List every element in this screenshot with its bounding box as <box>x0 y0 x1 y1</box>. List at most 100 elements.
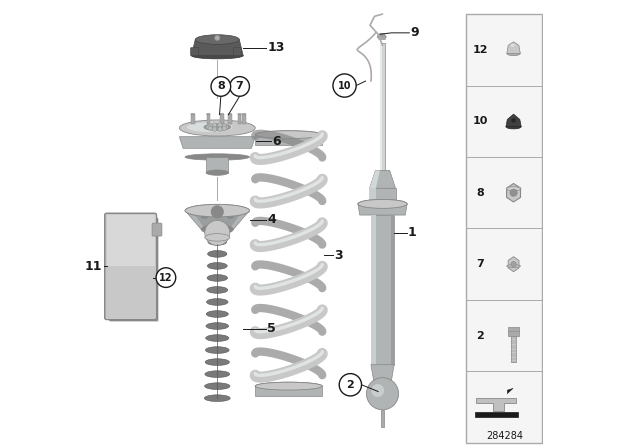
Ellipse shape <box>188 211 195 214</box>
FancyBboxPatch shape <box>191 47 198 56</box>
Ellipse shape <box>220 113 223 115</box>
Polygon shape <box>255 135 322 145</box>
Polygon shape <box>179 137 255 148</box>
Circle shape <box>230 77 250 96</box>
Circle shape <box>367 378 399 410</box>
Circle shape <box>206 125 211 129</box>
Ellipse shape <box>511 44 515 47</box>
Ellipse shape <box>207 275 227 281</box>
Ellipse shape <box>205 371 230 378</box>
Polygon shape <box>155 215 158 321</box>
Ellipse shape <box>205 359 229 366</box>
Text: 2: 2 <box>476 331 484 340</box>
Ellipse shape <box>179 120 255 136</box>
Polygon shape <box>106 318 158 321</box>
Ellipse shape <box>507 265 520 267</box>
Polygon shape <box>358 204 407 215</box>
Circle shape <box>511 118 516 123</box>
Text: 1: 1 <box>408 226 417 239</box>
Ellipse shape <box>228 113 232 115</box>
Polygon shape <box>476 398 516 411</box>
Circle shape <box>224 125 228 129</box>
FancyBboxPatch shape <box>371 215 376 365</box>
Polygon shape <box>185 211 250 229</box>
Ellipse shape <box>238 113 241 115</box>
Ellipse shape <box>227 215 234 219</box>
Ellipse shape <box>185 154 250 160</box>
Ellipse shape <box>255 131 322 138</box>
Text: 284284: 284284 <box>486 431 523 441</box>
Ellipse shape <box>358 199 407 208</box>
Ellipse shape <box>205 234 230 241</box>
Wedge shape <box>377 33 386 38</box>
Circle shape <box>208 126 212 131</box>
Polygon shape <box>378 36 386 39</box>
Ellipse shape <box>207 113 210 115</box>
Polygon shape <box>508 388 513 394</box>
Text: 4: 4 <box>268 213 276 226</box>
Ellipse shape <box>205 335 229 341</box>
Ellipse shape <box>255 131 322 138</box>
FancyBboxPatch shape <box>238 114 241 124</box>
Ellipse shape <box>204 395 230 401</box>
Ellipse shape <box>185 204 250 217</box>
Ellipse shape <box>204 124 230 130</box>
Circle shape <box>212 127 217 131</box>
Circle shape <box>208 124 212 128</box>
Ellipse shape <box>239 211 246 214</box>
Circle shape <box>211 77 230 96</box>
Ellipse shape <box>255 382 322 390</box>
FancyBboxPatch shape <box>380 43 381 170</box>
Ellipse shape <box>206 170 228 175</box>
Ellipse shape <box>201 215 208 219</box>
Circle shape <box>371 384 384 397</box>
Ellipse shape <box>243 113 246 115</box>
Circle shape <box>205 220 230 246</box>
Ellipse shape <box>195 35 239 44</box>
Circle shape <box>222 124 227 128</box>
Ellipse shape <box>207 299 228 306</box>
Ellipse shape <box>187 122 232 132</box>
Text: 2: 2 <box>346 380 355 390</box>
FancyBboxPatch shape <box>508 327 519 336</box>
Ellipse shape <box>208 238 227 245</box>
Text: 12: 12 <box>159 272 173 283</box>
Text: 7: 7 <box>476 259 484 269</box>
Polygon shape <box>193 212 241 227</box>
Text: 12: 12 <box>472 45 488 55</box>
Text: 3: 3 <box>334 249 343 262</box>
Text: 11: 11 <box>84 260 102 273</box>
FancyBboxPatch shape <box>234 47 241 56</box>
Ellipse shape <box>205 347 229 353</box>
Ellipse shape <box>506 125 521 129</box>
Ellipse shape <box>207 287 228 293</box>
Text: 8: 8 <box>476 188 484 198</box>
Text: 9: 9 <box>410 26 419 39</box>
Circle shape <box>156 268 176 288</box>
Ellipse shape <box>358 199 407 208</box>
FancyBboxPatch shape <box>207 114 210 124</box>
Ellipse shape <box>206 323 228 329</box>
Ellipse shape <box>207 250 227 257</box>
FancyBboxPatch shape <box>220 114 223 124</box>
Polygon shape <box>369 170 396 188</box>
Circle shape <box>222 126 227 131</box>
Text: 5: 5 <box>268 323 276 336</box>
FancyBboxPatch shape <box>105 213 157 319</box>
Ellipse shape <box>201 206 208 210</box>
FancyBboxPatch shape <box>369 188 396 211</box>
Circle shape <box>339 374 362 396</box>
Circle shape <box>218 127 222 131</box>
Ellipse shape <box>507 51 520 56</box>
Ellipse shape <box>255 382 322 390</box>
Ellipse shape <box>191 113 195 115</box>
Ellipse shape <box>201 224 234 234</box>
Circle shape <box>214 35 220 41</box>
Text: 10: 10 <box>472 116 488 126</box>
Text: 6: 6 <box>272 135 280 148</box>
Circle shape <box>511 262 516 267</box>
FancyBboxPatch shape <box>511 336 516 362</box>
Polygon shape <box>255 386 322 396</box>
Polygon shape <box>507 184 520 202</box>
Polygon shape <box>206 157 228 172</box>
